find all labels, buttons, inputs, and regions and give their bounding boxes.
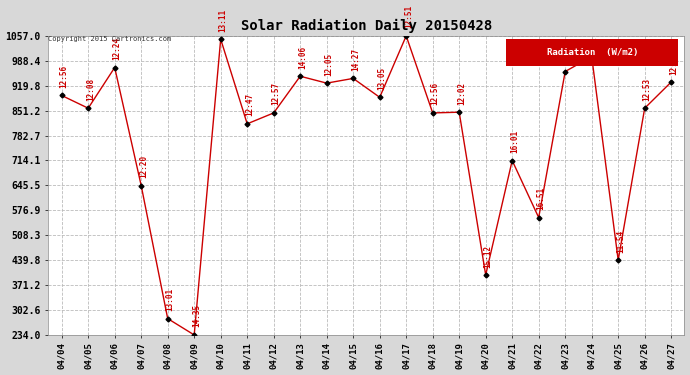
Text: 14:35: 14:35 — [192, 304, 201, 327]
Text: 12:56: 12:56 — [563, 41, 572, 64]
Text: 12:24: 12:24 — [112, 37, 121, 60]
Text: 12:02: 12:02 — [457, 82, 466, 105]
Title: Solar Radiation Daily 20150428: Solar Radiation Daily 20150428 — [241, 19, 492, 33]
Text: 13:11: 13:11 — [218, 9, 227, 32]
Text: 12:53: 12:53 — [642, 78, 651, 101]
Text: 12:05: 12:05 — [324, 53, 333, 76]
Text: Copyright 2015 Cartronics.com: Copyright 2015 Cartronics.com — [48, 36, 172, 42]
Text: 12:13: 12:13 — [669, 51, 678, 75]
Text: 12:51: 12:51 — [404, 5, 413, 28]
Text: 14:27: 14:27 — [351, 48, 359, 71]
Text: 12:57: 12:57 — [271, 82, 280, 105]
Text: 11:54: 11:54 — [615, 230, 625, 253]
Text: 16:01: 16:01 — [510, 130, 519, 153]
Text: 16:51: 16:51 — [536, 187, 545, 210]
Text: 12:56: 12:56 — [431, 82, 440, 105]
Text: 14:06: 14:06 — [298, 46, 307, 69]
Text: 12:08: 12:08 — [86, 78, 95, 101]
Text: 12:20: 12:20 — [139, 155, 148, 178]
Text: 13:01: 13:01 — [166, 288, 175, 311]
Text: 15:12: 15:12 — [483, 244, 492, 267]
Text: 12:47: 12:47 — [245, 93, 254, 116]
Text: 12:: 12: — [589, 35, 598, 49]
Text: 12:56: 12:56 — [59, 65, 68, 88]
Text: 13:05: 13:05 — [377, 67, 386, 90]
